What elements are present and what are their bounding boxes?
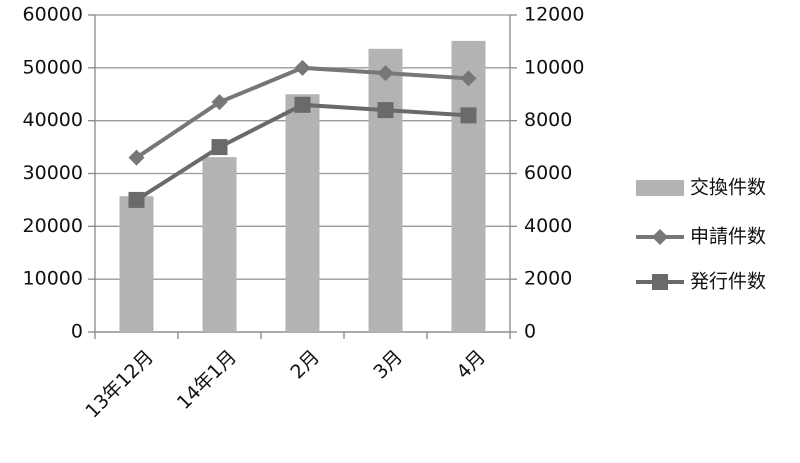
y-tick-label: 40000 [23,109,83,131]
marker [460,107,477,124]
marker [211,94,228,111]
marker [377,65,394,82]
x-tick-label: 2月 [286,346,324,384]
bar [119,196,154,332]
y-tick-label: 50000 [23,56,83,78]
marker [294,96,311,113]
legend-label: 申請件数 [690,226,766,248]
y-tick-label: 10000 [23,268,83,290]
y-tick-label: 60000 [23,4,83,26]
marker [128,149,145,166]
bar [202,157,237,332]
y-tick-label: 0 [71,321,83,343]
marker [460,70,477,87]
legend-label: 発行件数 [690,271,766,293]
y2-tick-label: 0 [524,321,536,343]
marker [128,191,145,208]
y2-tick-label: 6000 [524,162,572,184]
y2-tick-label: 2000 [524,268,572,290]
legend-marker [652,229,668,245]
marker [211,139,228,156]
legend-swatch [636,180,684,196]
marker [294,59,311,76]
y2-tick-label: 4000 [524,215,572,237]
y-tick-label: 20000 [23,215,83,237]
y2-tick-label: 10000 [524,56,584,78]
x-tick-label: 4月 [452,346,490,384]
y2-tick-label: 8000 [524,109,572,131]
x-tick-label: 3月 [369,346,407,384]
legend-label: 交換件数 [690,177,766,199]
y2-tick-label: 12000 [524,4,584,26]
x-tick-label: 13年12月 [81,346,158,423]
marker [377,102,394,119]
x-tick-label: 14年1月 [173,346,241,414]
legend-marker [652,274,668,290]
bar [285,94,320,332]
y-tick-label: 30000 [23,162,83,184]
bar [451,40,486,332]
bar [368,48,403,333]
